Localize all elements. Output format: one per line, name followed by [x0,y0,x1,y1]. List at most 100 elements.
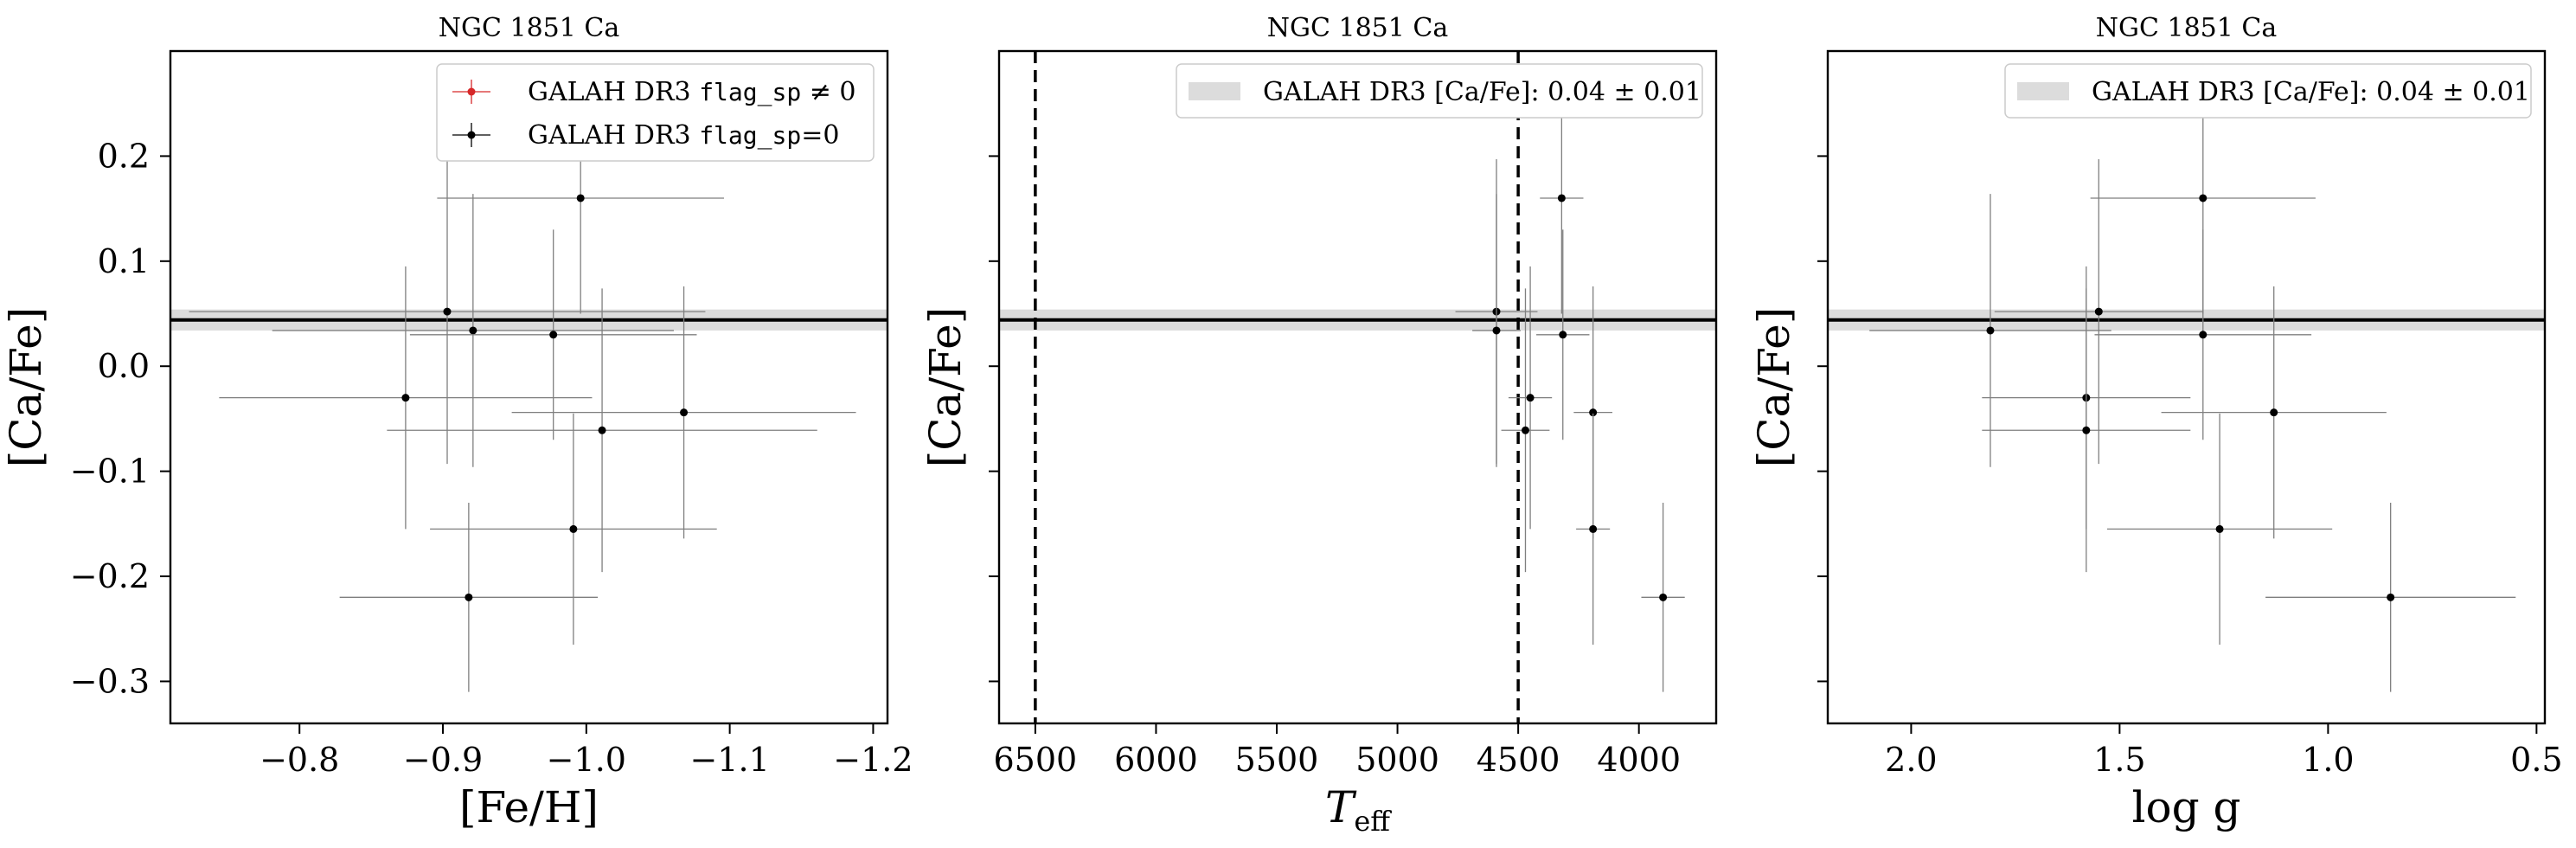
x-tick-label: −1.0 [547,741,626,779]
x-axis-label-sub: eff [1354,805,1392,838]
point-marker [469,326,477,335]
point-marker [598,426,606,434]
legend-label: GALAH DR3 [Ca/Fe]: 0.04 ± 0.01 [1263,77,1701,107]
legend-marker [467,87,476,96]
x-tick-label: 1.5 [2093,741,2145,779]
legend-swatch [1189,82,1240,100]
panel-title: NGC 1851 Ca [2096,13,2278,43]
data-point [430,413,717,645]
axes-frame [997,49,1718,725]
point-marker [1521,426,1529,434]
legend-box [436,63,875,162]
x-axis-label: [Fe/H] [459,782,599,832]
legend-marker [467,131,476,139]
x-tick-label: 5000 [1355,741,1439,779]
legend-label: GALAH DR3 flag_sp=0 [528,120,839,151]
axes-frame [169,49,889,725]
legend-label-code: flag_sp [699,121,801,151]
point-marker [465,593,473,601]
point-marker [576,194,585,202]
data-point [1641,503,1685,692]
data-point [2094,229,2312,440]
point-marker [1492,326,1501,335]
x-tick-label: 6500 [994,741,1078,779]
legend-label-suffix: =0 [801,120,839,151]
point-marker [1589,408,1598,417]
point-marker [1526,394,1535,402]
data-point [189,159,706,465]
x-tick-label: 5500 [1235,741,1319,779]
data-point [511,286,856,539]
point-marker [2215,524,2224,533]
data-point [1501,288,1550,573]
point-marker [1986,326,1995,335]
x-axis-label-main: T [1325,782,1357,832]
x-axis-label: Teff [1325,782,1392,838]
point-marker [1589,524,1598,533]
data-point [1994,159,2203,465]
x-axis-label: log g [2131,782,2240,832]
panel-title: NGC 1851 Ca [1267,13,1449,43]
panel-1: −0.8 −0.9 −1.0 −1.1 −1.2 0.2 0.1 0.0 −0.1 −0.2 −0.… [1,13,913,832]
legend-label-value: 0.04 ± 0.01 [1548,77,1701,107]
y-tick-label: 0.1 [98,242,150,280]
data-point [1508,266,1553,530]
y-axis-label: [Ca/Fe] [1749,307,1799,467]
point-marker [1559,331,1567,339]
point-marker [443,307,452,316]
x-tick-label: 6000 [1114,741,1198,779]
point-marker [2199,331,2208,339]
data-point [219,266,593,530]
legend-label-prefix: GALAH DR3 [Ca/Fe]: [1263,77,1548,107]
legend-label-prefix: GALAH DR3 [528,120,699,151]
data-point [1472,194,1521,467]
data-point [1576,413,1611,645]
data-point [2161,286,2387,539]
y-axis-label: [Ca/Fe] [1,307,51,467]
x-tick-label: −0.9 [403,741,483,779]
x-tick-label: 0.5 [2510,741,2562,779]
axes-frame [1826,49,2547,725]
point-marker [1557,194,1566,202]
legend-box [1176,63,1703,119]
point-marker [2387,593,2395,601]
data-point [1869,194,2111,467]
point-marker [569,524,578,533]
data-point [1536,229,1590,440]
x-tick-label: −1.1 [689,741,769,779]
point-marker [401,394,410,402]
x-tick-label: −1.2 [833,741,913,779]
legend-label-code: flag_sp [699,78,801,107]
data-point [409,229,697,440]
legend-label: GALAH DR3 [Ca/Fe]: 0.04 ± 0.01 [2092,77,2530,107]
legend-box [2004,63,2532,119]
y-tick-label: 0.2 [98,137,150,175]
y-tick-label: −0.3 [70,662,150,700]
data-point [1982,288,2191,573]
panel-2: 6500 6000 5500 5000 4500 4000 NGC 1851 Ca Teff [… [920,13,1718,838]
panel-title: NGC 1851 Ca [439,13,620,43]
point-marker [2082,426,2091,434]
point-marker [2094,307,2103,316]
x-tick-label: 4000 [1597,741,1681,779]
data-point [2265,503,2516,692]
y-tick-label: −0.2 [70,557,150,595]
legend-label-prefix: GALAH DR3 [528,77,699,107]
x-tick-label: 1.0 [2302,741,2354,779]
x-tick-label: −0.8 [260,741,339,779]
data-point [2106,413,2333,645]
point-marker [2199,194,2208,202]
panel-3: 2.0 1.5 1.0 0.5 NGC 1851 Ca log g [Ca/Fe] GALAH… [1749,13,2563,832]
data-point [1540,82,1584,314]
y-tick-label: −0.1 [70,453,150,491]
point-marker [680,408,689,417]
legend-label-prefix: GALAH DR3 [Ca/Fe]: [2092,77,2376,107]
data-point [339,503,599,692]
legend: GALAH DR3 [Ca/Fe]: 0.04 ± 0.01 [2004,63,2532,119]
data-point [272,194,674,467]
legend-label-value: 0.04 ± 0.01 [2376,77,2530,107]
point-marker [2270,408,2278,417]
legend-swatch [2017,82,2069,100]
